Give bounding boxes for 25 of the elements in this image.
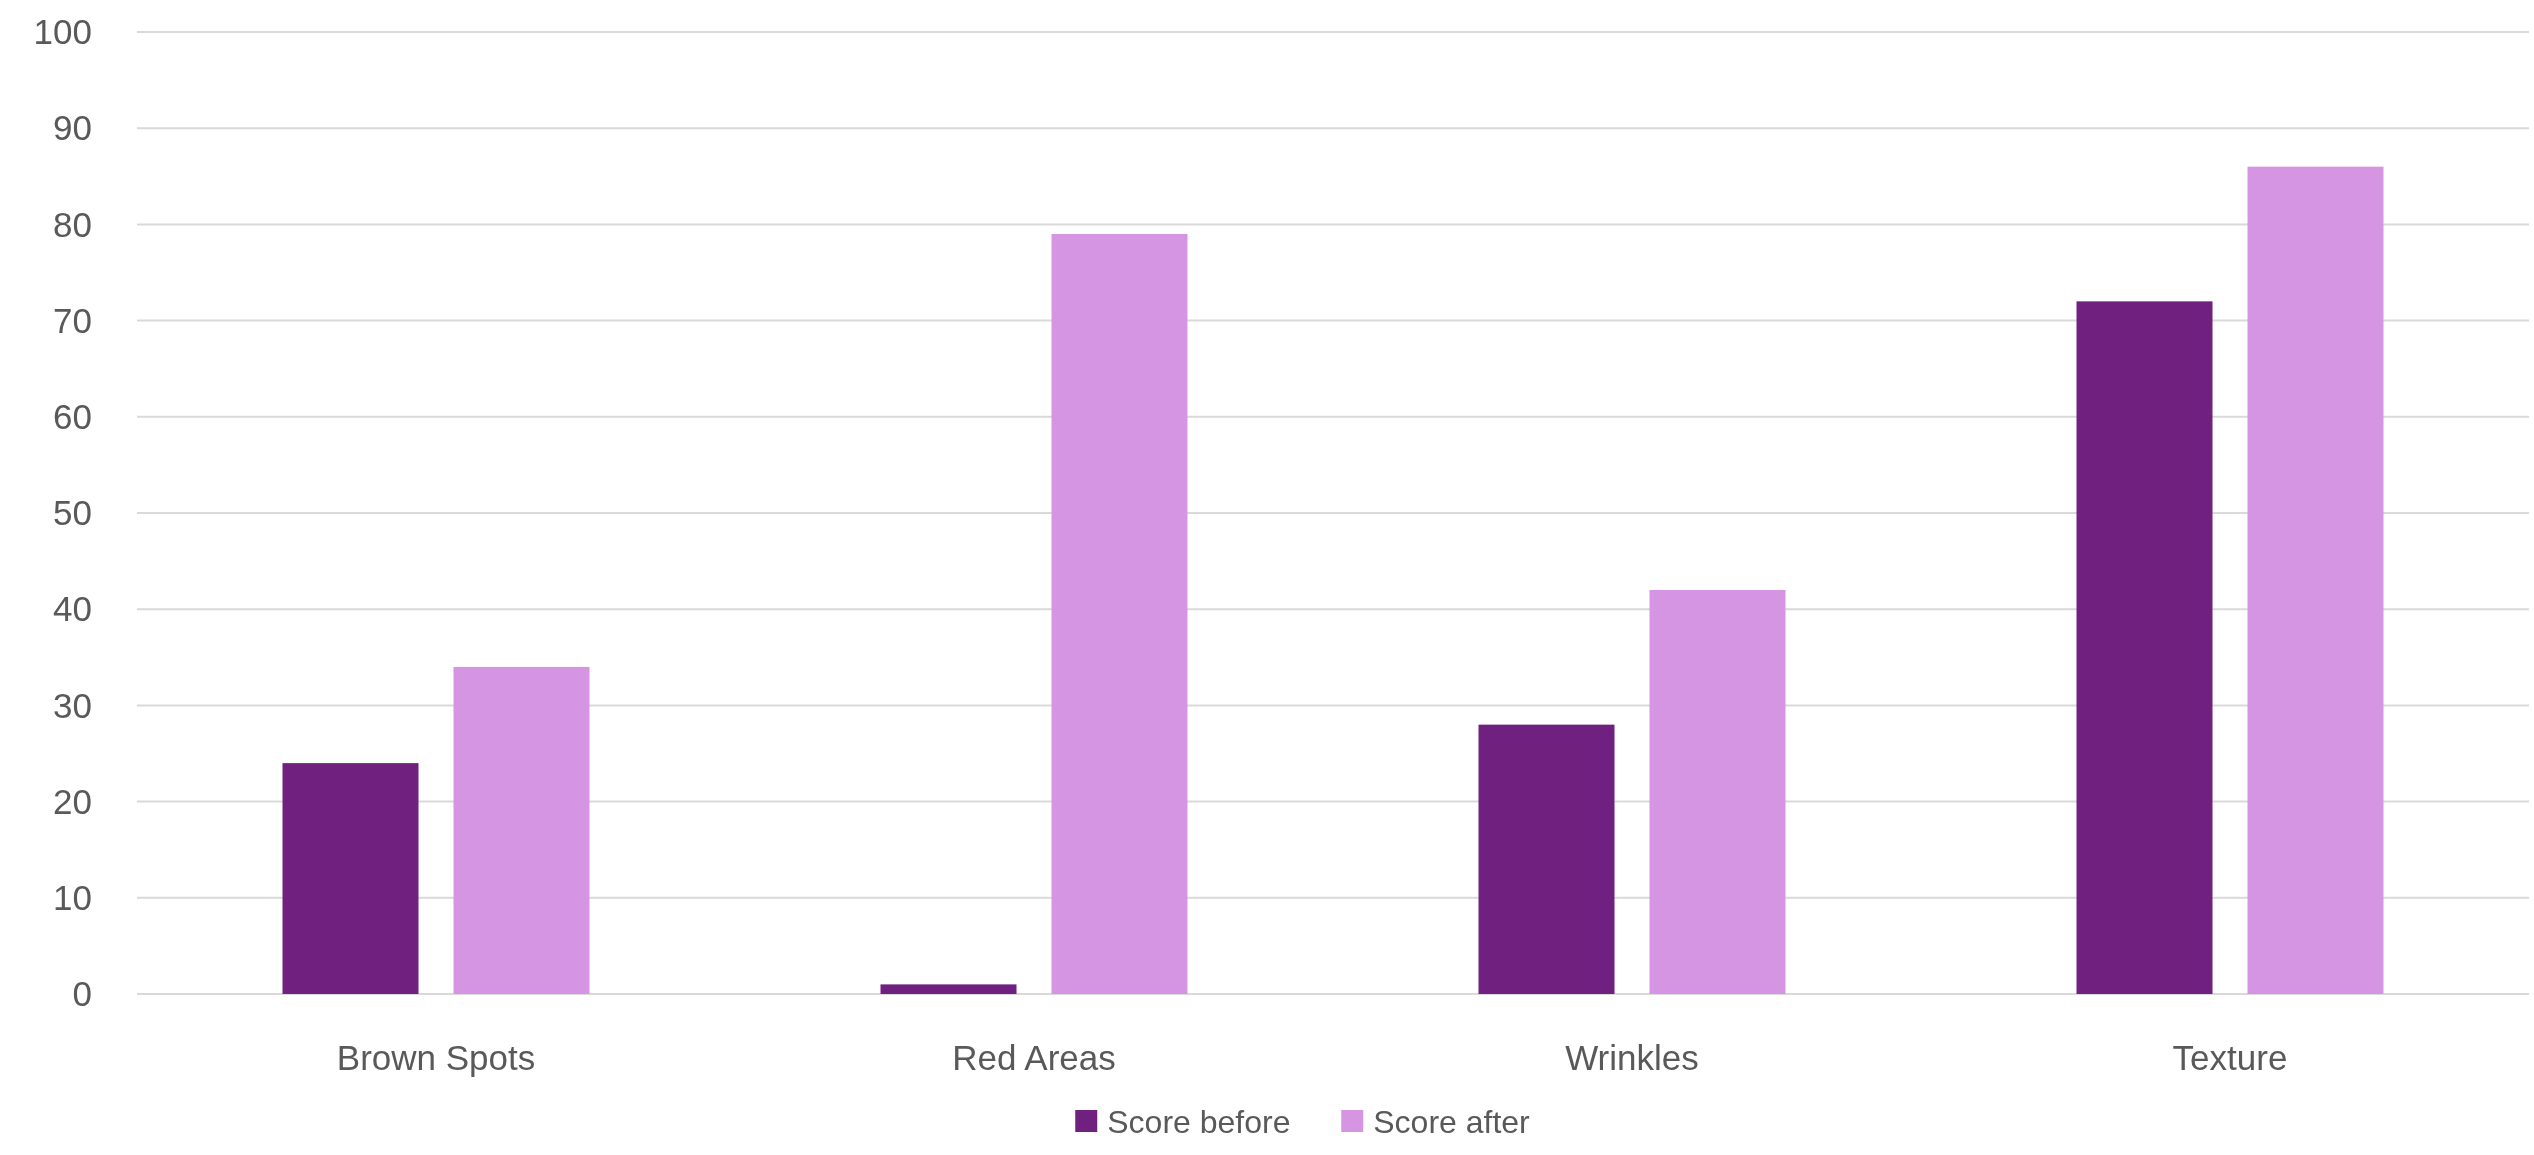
y-tick-label: 30 (53, 685, 92, 725)
legend-label: Score after (1373, 1104, 1531, 1140)
bar (1649, 589, 1786, 994)
y-tick-label: 10 (53, 878, 92, 918)
x-tick-label: Texture (2172, 1038, 2288, 1077)
y-tick-label: 60 (53, 397, 92, 437)
legend-label: Score before (1107, 1104, 1291, 1140)
y-tick-label: 100 (33, 12, 92, 52)
bar (2076, 301, 2213, 994)
bar (1478, 724, 1615, 994)
bar (453, 666, 590, 994)
bar (2247, 166, 2384, 994)
bar (880, 984, 1017, 994)
x-tick-label: Red Areas (952, 1038, 1116, 1077)
y-tick-label: 0 (72, 974, 92, 1014)
y-tick-label: 80 (53, 204, 92, 244)
y-tick-label: 20 (53, 781, 92, 821)
x-tick-label: Wrinkles (1565, 1038, 1699, 1077)
y-tick-label: 90 (53, 108, 92, 148)
y-tick-label: 70 (53, 300, 92, 340)
bar (1051, 234, 1188, 994)
x-tick-label: Brown Spots (336, 1038, 536, 1077)
bar (282, 763, 419, 994)
y-tick-label: 50 (53, 493, 92, 533)
y-tick-label: 40 (53, 589, 92, 629)
